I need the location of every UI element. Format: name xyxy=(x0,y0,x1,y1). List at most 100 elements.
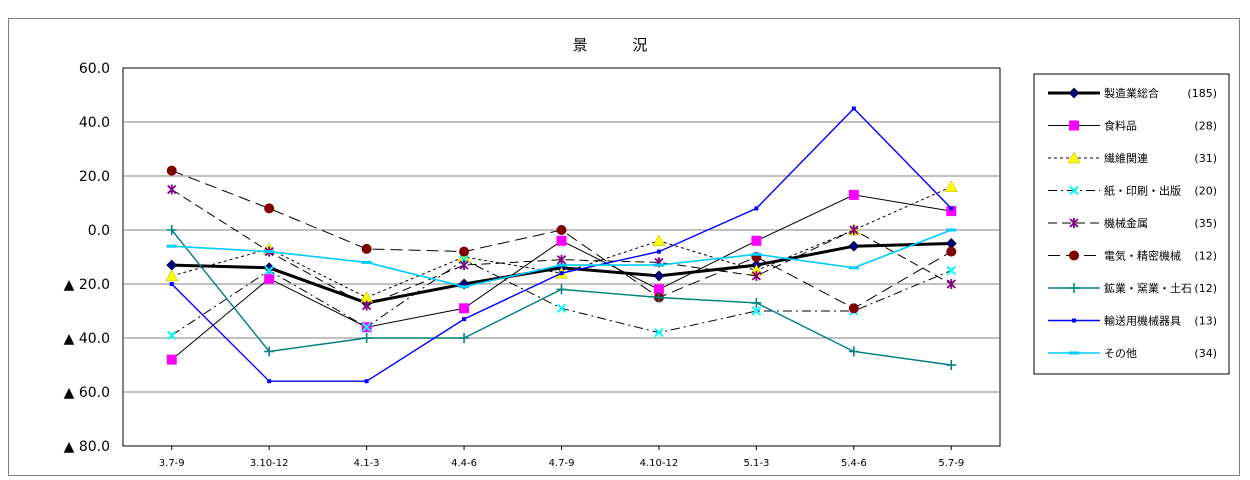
x-tick-label: 5.4-6 xyxy=(841,458,867,469)
x-tick-label: 4.4-6 xyxy=(451,458,477,469)
data-point xyxy=(751,235,762,246)
data-point xyxy=(946,265,956,276)
x-axis-ticks: 3.7-9 3.10-12 4.1-3 4.4-6 4.7-9 4.10-12 5.1-3 5… xyxy=(159,446,964,469)
y-tick-label: 0.0 xyxy=(88,223,110,239)
data-point xyxy=(751,306,762,316)
data-point xyxy=(653,284,664,295)
data-point xyxy=(946,360,957,370)
data-point xyxy=(361,333,372,343)
data-point xyxy=(459,303,470,314)
legend-item: 食料品 (28) xyxy=(1048,119,1217,133)
series-6 xyxy=(166,165,957,314)
series-group xyxy=(165,106,958,384)
data-point xyxy=(654,327,664,338)
x-tick-label: 4.1-3 xyxy=(354,458,380,469)
legend-label: 食料品 xyxy=(1104,119,1137,133)
legend-box xyxy=(1033,73,1230,375)
data-point xyxy=(754,206,759,211)
data-point xyxy=(166,244,177,248)
legend-label: その他 xyxy=(1104,347,1137,360)
data-point xyxy=(949,206,954,211)
data-point xyxy=(946,246,957,257)
legend-count: (12) xyxy=(1194,282,1217,295)
data-point xyxy=(169,282,174,286)
data-point xyxy=(167,184,177,195)
y-tick-label: ▲ 60.0 xyxy=(64,385,110,401)
y-tick-label: ▲ 20.0 xyxy=(64,277,110,293)
legend-marker xyxy=(1067,151,1081,164)
data-point xyxy=(264,273,275,284)
data-point xyxy=(459,260,469,271)
legend-label: 輸送用機械器具 xyxy=(1104,314,1181,328)
legend-marker xyxy=(1069,120,1079,131)
data-point xyxy=(653,270,665,282)
legend-item: 鉱業・窯業・土石 (12) xyxy=(1048,281,1217,295)
y-tick-label: ▲ 40.0 xyxy=(64,331,110,347)
data-point xyxy=(848,240,860,252)
data-point xyxy=(652,234,666,247)
legend-marker xyxy=(1069,218,1079,228)
y-tick-label: 20.0 xyxy=(79,169,110,185)
legend-item: 機械金属 (35) xyxy=(1048,216,1217,230)
data-point xyxy=(459,285,470,289)
legend-item: 製造業総合 (185) xyxy=(1048,86,1217,100)
legend-marker xyxy=(1069,250,1079,261)
y-tick-label: 40.0 xyxy=(79,115,110,131)
legend-count: (34) xyxy=(1194,347,1217,360)
data-point xyxy=(166,165,177,176)
data-point xyxy=(361,243,372,254)
data-point xyxy=(851,106,856,111)
data-point xyxy=(264,346,275,357)
legend-label: 機械金属 xyxy=(1104,216,1148,230)
data-point xyxy=(167,330,177,341)
legend-marker xyxy=(1068,87,1080,99)
data-point xyxy=(848,189,859,200)
x-tick-label: 5.7-9 xyxy=(938,458,964,469)
chart-title: 景 況 xyxy=(573,36,668,54)
data-point xyxy=(166,225,177,235)
data-point xyxy=(556,254,567,265)
data-point xyxy=(361,322,372,332)
data-point xyxy=(556,225,567,235)
y-tick-label: 60.0 xyxy=(79,61,110,77)
legend-count: (35) xyxy=(1194,217,1217,230)
x-tick-label: 4.7-9 xyxy=(549,458,575,469)
data-point xyxy=(459,333,470,343)
y-axis-ticks: 60.0 40.0 20.0 0.0 ▲ 20.0 ▲ 40.0 ▲ 60.0 ▲ 80.0 xyxy=(64,61,110,455)
data-point xyxy=(751,270,762,281)
data-point xyxy=(462,317,467,322)
data-point xyxy=(267,379,272,384)
series-5 xyxy=(167,184,956,311)
data-point xyxy=(459,246,470,257)
data-point xyxy=(364,379,369,384)
legend-label: 製造業総合 xyxy=(1104,86,1159,100)
data-point xyxy=(653,292,664,303)
legend-label: 繊維関連 xyxy=(1104,151,1148,165)
legend-count: (12) xyxy=(1194,250,1217,263)
data-point xyxy=(556,263,567,267)
data-point xyxy=(946,206,957,217)
data-point xyxy=(361,300,372,311)
legend-marker xyxy=(1069,283,1079,293)
data-point xyxy=(656,249,661,254)
legend-count: (31) xyxy=(1194,152,1217,165)
data-point xyxy=(653,263,664,267)
legend-item: 紙・印刷・出版 (20) xyxy=(1048,184,1217,198)
data-point xyxy=(264,250,275,254)
legend-count: (20) xyxy=(1194,185,1217,198)
x-tick-label: 3.10-12 xyxy=(250,458,289,469)
y-tick-label: ▲ 80.0 xyxy=(64,439,110,455)
legend-item: 電気・精密機械 (12) xyxy=(1048,249,1217,263)
data-point xyxy=(361,260,372,264)
data-point xyxy=(848,266,859,270)
x-tick-label: 4.10-12 xyxy=(640,458,679,469)
data-point xyxy=(751,297,762,308)
legend-count: (13) xyxy=(1194,315,1217,328)
legend-count: (185) xyxy=(1187,87,1217,100)
legend: 製造業総合 (185) 食料品 (28) 繊維関連 (31) 紙・印刷・出版 (20) 機械金属… xyxy=(1033,73,1230,375)
data-point xyxy=(946,279,956,289)
data-point xyxy=(848,303,859,314)
x-tick-label: 5.1-3 xyxy=(743,458,769,469)
